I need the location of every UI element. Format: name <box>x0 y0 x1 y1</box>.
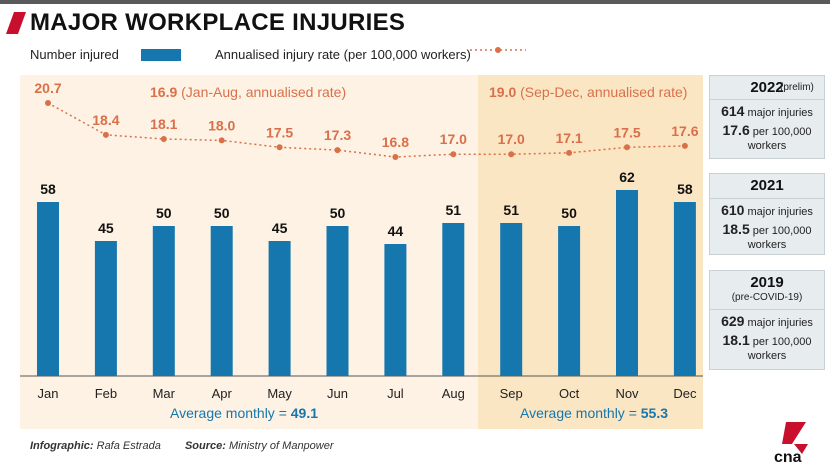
rate-label-dec: 17.6 <box>671 123 698 139</box>
left-rate-annotation: 16.9 (Jan-Aug, annualised rate) <box>150 84 346 100</box>
right-average-annotation: Average monthly = 55.3 <box>520 405 668 421</box>
rate-label-feb: 18.4 <box>92 112 119 128</box>
rate-label-sep: 17.0 <box>498 131 525 147</box>
x-tick-jun: Jun <box>327 386 348 401</box>
bar-label-nov: 62 <box>619 169 635 185</box>
bar-sep <box>500 223 523 376</box>
bar-label-sep: 51 <box>503 202 519 218</box>
panel-2022-divider <box>710 99 824 100</box>
bar-apr <box>210 226 233 376</box>
bar-jul <box>384 244 407 376</box>
top-bar <box>0 0 830 4</box>
bar-jun <box>326 226 349 376</box>
rate-point-dec <box>681 142 688 149</box>
bar-feb <box>94 241 117 376</box>
svg-text:cna: cna <box>774 449 802 464</box>
bar-label-jun: 50 <box>330 205 346 221</box>
rate-series-line <box>47 102 685 158</box>
cna-logo: cna <box>774 422 808 464</box>
x-tick-aug: Aug <box>442 386 465 401</box>
panel-2021: 2021 610 major injuries 18.5 per 100,000… <box>709 173 825 255</box>
chart-title: MAJOR WORKPLACE INJURIES <box>30 9 406 36</box>
panel-2019: 2019 (pre-COVID-19) 629 major injuries 1… <box>709 270 825 370</box>
left-average-annotation: Average monthly = 49.1 <box>170 405 318 421</box>
rate-label-mar: 18.1 <box>150 116 177 132</box>
x-tick-may: May <box>267 386 292 401</box>
legend-line-swatch <box>470 47 526 53</box>
bar-label-jan: 58 <box>40 181 56 197</box>
legend-bars-swatch <box>141 49 181 61</box>
footer-infographic-value: Rafa Estrada <box>96 440 161 452</box>
panel-2022-rate-unit: workers <box>747 140 787 152</box>
footer-source-label: Source: <box>184 440 226 452</box>
panel-2021-rate-unit: workers <box>747 239 787 251</box>
bar-mar <box>152 226 175 376</box>
bar-aug <box>442 223 465 376</box>
bar-label-feb: 45 <box>98 220 114 236</box>
panel-2019-divider <box>710 309 824 310</box>
footer-infographic-label: Infographic: <box>30 440 94 452</box>
rate-point-jul <box>392 154 399 160</box>
rate-point-mar <box>160 136 167 142</box>
x-tick-sep: Sep <box>500 386 523 401</box>
rate-point-apr <box>218 137 225 144</box>
rate-point-aug <box>450 151 457 158</box>
x-tick-jul: Jul <box>387 386 404 401</box>
bar-label-oct: 50 <box>561 205 577 221</box>
panel-2021-divider <box>710 198 824 199</box>
panel-2019-sub: (pre-COVID-19) <box>731 292 803 303</box>
bar-nov <box>616 190 638 376</box>
rate-point-sep <box>508 151 515 158</box>
rate-label-aug: 17.0 <box>440 131 467 147</box>
panel-2022: 2022 (prelim) 614 major injuries 17.6 pe… <box>709 75 825 159</box>
panel-2022-rate: 17.6 per 100,000 <box>722 122 812 138</box>
panel-2019-rate: 18.1 per 100,000 <box>722 332 812 348</box>
x-tick-dec: Dec <box>673 386 697 401</box>
rate-point-nov <box>624 144 630 151</box>
rate-point-feb <box>102 131 109 138</box>
bar-dec <box>673 202 696 376</box>
panel-2022-sub: (prelim) <box>780 82 814 93</box>
x-tick-oct: Oct <box>559 386 580 401</box>
bar-label-may: 45 <box>272 220 288 236</box>
bar-label-apr: 50 <box>214 205 230 221</box>
bar-label-mar: 50 <box>156 205 172 221</box>
x-tick-feb: Feb <box>95 386 117 401</box>
bar-label-jul: 44 <box>388 223 404 239</box>
x-tick-mar: Mar <box>153 386 176 401</box>
rate-point-jun <box>334 147 341 154</box>
legend-bars-label: Number injured <box>30 47 119 62</box>
x-tick-nov: Nov <box>615 386 639 401</box>
panel-2019-rate-unit: workers <box>747 350 787 362</box>
bar-may <box>268 241 291 376</box>
footer-source-value: Ministry of Manpower <box>228 440 334 452</box>
bar-label-dec: 58 <box>677 181 693 197</box>
rate-label-nov: 17.5 <box>613 124 640 140</box>
bar-label-aug: 51 <box>446 202 462 218</box>
panel-2021-year: 2021 <box>750 177 784 194</box>
bar-oct <box>558 226 581 376</box>
panel-2019-injuries: 629 major injuries <box>721 313 813 329</box>
x-tick-jan: Jan <box>38 386 59 401</box>
panel-2021-rate: 18.5 per 100,000 <box>722 221 812 237</box>
footer-credits: Infographic: Rafa Estrada Source: Minist… <box>30 440 334 452</box>
bar-jan <box>37 202 59 376</box>
rate-label-jan: 20.7 <box>34 80 61 96</box>
right-rate-annotation: 19.0 (Sep-Dec, annualised rate) <box>489 84 687 100</box>
rate-label-may: 17.5 <box>266 124 293 140</box>
panel-2022-injuries: 614 major injuries <box>721 103 813 119</box>
chart-area: 58 Jan 45 Feb 50 Mar 50 Apr 45 May 50 Jun 44 Jul 51 Aug… <box>20 75 703 429</box>
panel-2021-injuries: 610 major injuries <box>721 202 813 218</box>
panel-2022-year: 2022 <box>750 79 784 96</box>
rate-point-oct <box>566 149 573 156</box>
rate-label-jul: 16.8 <box>382 134 409 150</box>
panel-2019-year: 2019 <box>750 274 784 291</box>
rate-label-oct: 17.1 <box>555 130 582 146</box>
rate-label-jun: 17.3 <box>324 127 351 143</box>
rate-point-jan <box>45 100 51 106</box>
rate-point-may <box>276 144 283 151</box>
x-tick-apr: Apr <box>212 386 233 401</box>
legend-line-label: Annualised injury rate (per 100,000 work… <box>215 47 471 62</box>
rate-label-apr: 18.0 <box>208 117 235 133</box>
